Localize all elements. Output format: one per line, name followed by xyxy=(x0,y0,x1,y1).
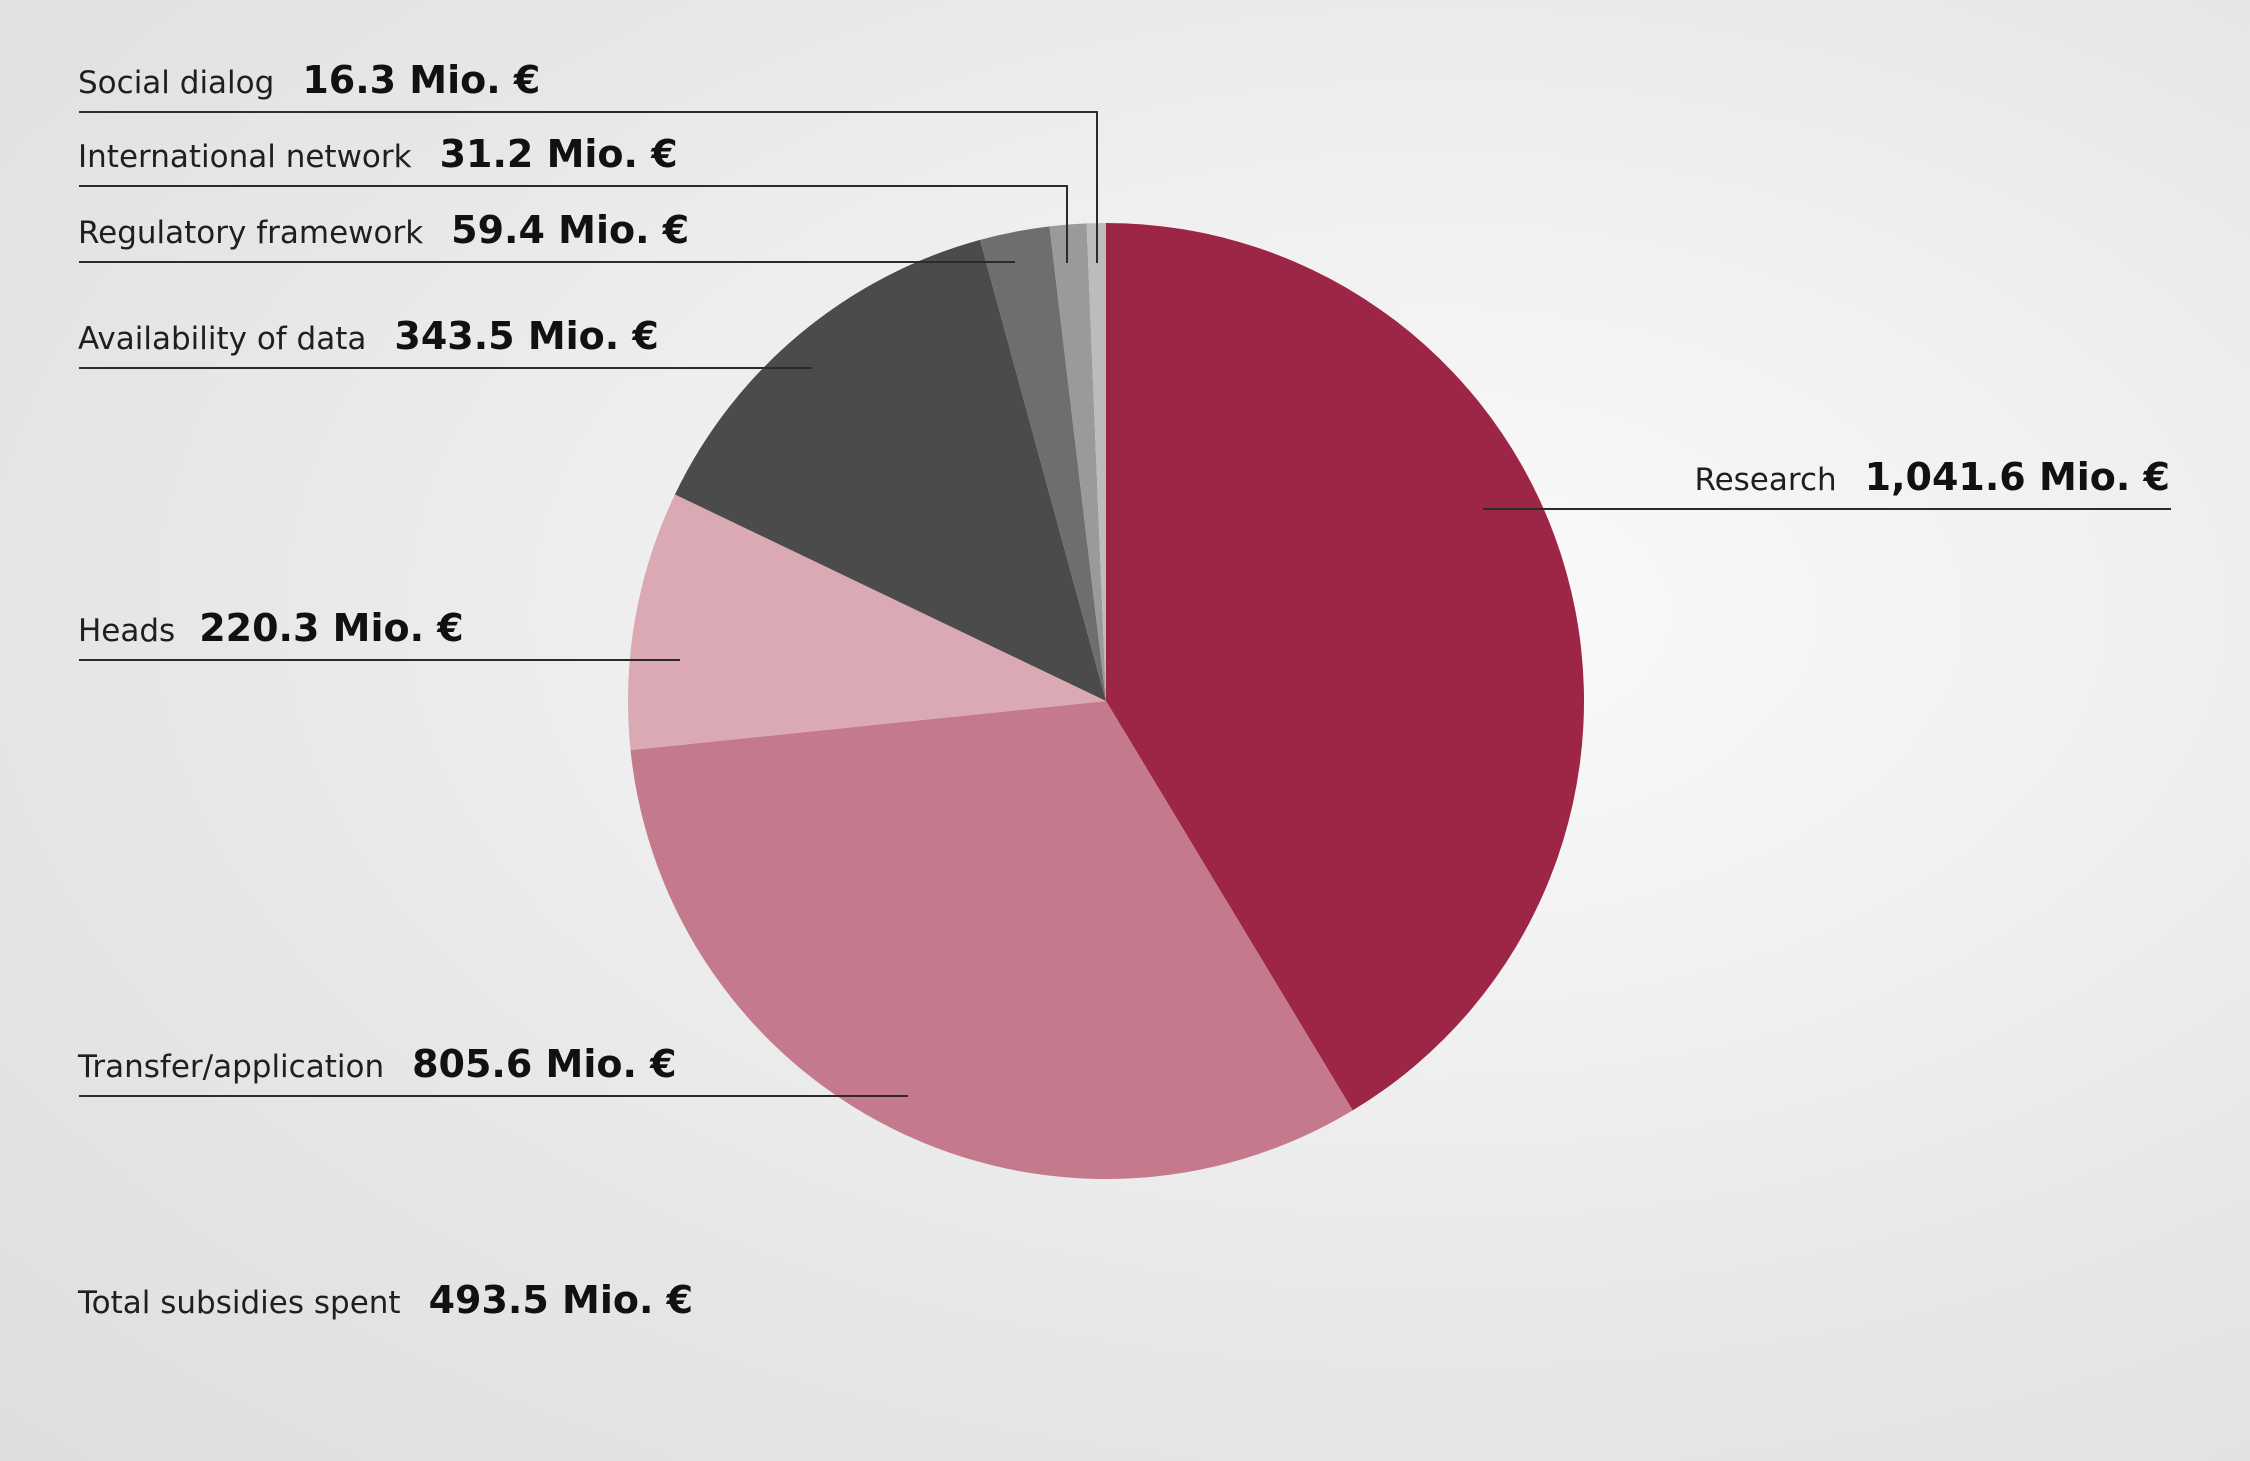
pie-slice-heads xyxy=(628,494,1106,751)
label-international-network-value: 31.2 Mio. € xyxy=(440,132,678,176)
label-social-dialog: Social dialog 16.3 Mio. € xyxy=(78,58,540,102)
label-social-dialog-name: Social dialog xyxy=(78,65,274,101)
leader-line-international-network xyxy=(79,185,1068,263)
label-total-subsidies-name: Total subsidies spent xyxy=(77,1285,401,1321)
label-total-subsidies: Total subsidies spent 493.5 Mio. € xyxy=(77,1278,693,1322)
label-heads: Heads 220.3 Mio. € xyxy=(78,606,464,650)
label-transfer-application: Transfer/application 805.6 Mio. € xyxy=(77,1042,677,1086)
label-social-dialog-value: 16.3 Mio. € xyxy=(302,58,540,102)
pie-slice-transfer-application xyxy=(630,701,1353,1179)
label-research-name: Research xyxy=(1694,462,1836,498)
pie-slice-research xyxy=(1106,223,1585,1111)
label-research: Research 1,041.6 Mio. € xyxy=(1694,455,2170,499)
label-regulatory-framework-name: Regulatory framework xyxy=(78,215,423,251)
leader-line-social-dialog xyxy=(79,111,1098,263)
label-availability-of-data-value: 343.5 Mio. € xyxy=(394,314,658,358)
label-availability-of-data: Availability of data 343.5 Mio. € xyxy=(78,314,659,358)
leader-lines xyxy=(79,111,2171,1097)
pie-slices xyxy=(628,223,1585,1179)
pie-slice-availability-of-data xyxy=(674,239,1106,701)
label-transfer-application-name: Transfer/application xyxy=(77,1049,384,1085)
label-heads-name: Heads xyxy=(78,613,175,649)
label-research-value: 1,041.6 Mio. € xyxy=(1865,455,2170,499)
label-regulatory-framework-value: 59.4 Mio. € xyxy=(451,208,689,252)
label-heads-value: 220.3 Mio. € xyxy=(199,606,463,650)
pie-slice-social-dialog xyxy=(1086,223,1106,701)
label-total-subsidies-value: 493.5 Mio. € xyxy=(429,1278,693,1322)
label-international-network-name: International network xyxy=(78,139,412,175)
label-transfer-application-value: 805.6 Mio. € xyxy=(412,1042,676,1086)
pie-slice-regulatory-framework xyxy=(980,226,1106,701)
label-availability-of-data-name: Availability of data xyxy=(78,321,366,357)
slice-labels: Social dialog 16.3 Mio. € International n… xyxy=(77,58,2170,1322)
label-regulatory-framework: Regulatory framework 59.4 Mio. € xyxy=(78,208,689,252)
pie-slice-international-network xyxy=(1049,223,1106,701)
label-international-network: International network 31.2 Mio. € xyxy=(78,132,678,176)
